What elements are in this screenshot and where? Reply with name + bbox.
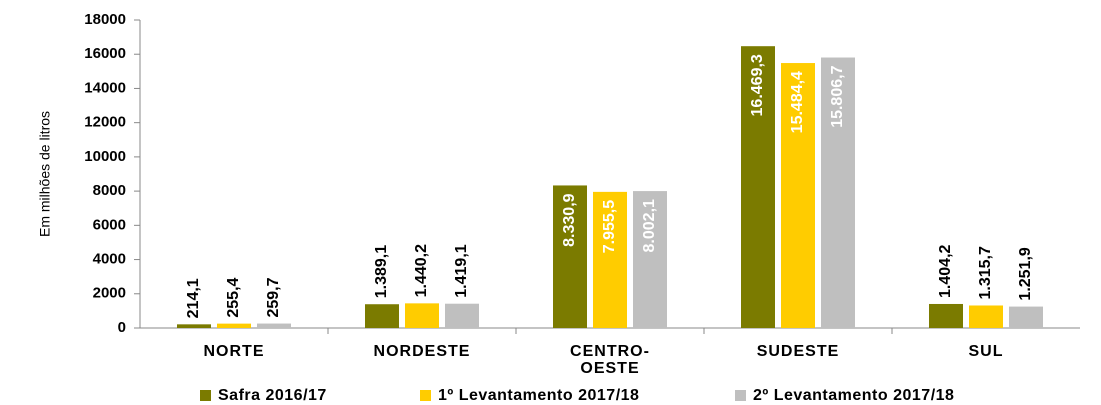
legend-label: Safra 2016/17 (218, 387, 327, 404)
y-tick-label: 2000 (93, 285, 126, 302)
data-label: 16.469,3 (749, 54, 766, 116)
bar (445, 303, 479, 328)
bar (929, 303, 963, 328)
y-tick-label: 18000 (84, 11, 126, 28)
data-label: 1.389,1 (373, 245, 390, 298)
y-tick-label: 4000 (93, 251, 126, 268)
y-tick-label: 12000 (84, 114, 126, 131)
bar (177, 324, 211, 328)
bar (781, 63, 815, 329)
legend-swatch (200, 390, 211, 401)
legend-label: 2º Levantamento 2017/18 (753, 387, 954, 404)
legend-swatch (735, 390, 746, 401)
data-label: 255,4 (225, 277, 242, 317)
bar (821, 57, 855, 329)
y-tick-label: 14000 (84, 79, 126, 96)
x-tick-label: NORTE (203, 343, 265, 360)
bar (969, 305, 1003, 328)
bar (553, 185, 587, 328)
legend-label: 1º Levantamento 2017/18 (438, 387, 639, 404)
data-label: 1.315,7 (977, 246, 994, 299)
data-label: 1.251,9 (1017, 247, 1034, 300)
legend-swatch (420, 390, 431, 401)
bar (1009, 306, 1043, 328)
x-tick-label: SUDESTE (756, 343, 840, 360)
bar (365, 304, 399, 328)
bar (593, 191, 627, 328)
y-tick-label: 16000 (84, 45, 126, 62)
y-tick-label: 6000 (93, 216, 126, 233)
bar (741, 46, 775, 328)
data-label: 1.419,1 (453, 244, 470, 297)
data-label: 259,7 (265, 277, 282, 317)
bar (405, 303, 439, 328)
y-tick-label: 8000 (93, 182, 126, 199)
bar (217, 323, 251, 328)
data-label: 1.440,2 (413, 244, 430, 297)
data-label: 1.404,2 (937, 244, 954, 297)
x-tick-label: SUL (968, 343, 1004, 360)
y-axis-label: Em milhões de litros (37, 111, 53, 237)
data-label: 8.330,9 (561, 193, 578, 246)
y-tick-label: 0 (118, 319, 126, 336)
bar (257, 323, 291, 328)
data-label: 15.484,4 (789, 71, 806, 133)
data-label: 8.002,1 (641, 199, 658, 252)
bar (633, 191, 667, 328)
data-label: 7.955,5 (601, 200, 618, 253)
x-tick-label: CENTRO- OESTE (570, 343, 650, 377)
data-label: 15.806,7 (829, 65, 846, 127)
data-label: 214,1 (185, 278, 202, 318)
y-tick-label: 10000 (84, 148, 126, 165)
x-tick-label: NORDESTE (373, 343, 471, 360)
